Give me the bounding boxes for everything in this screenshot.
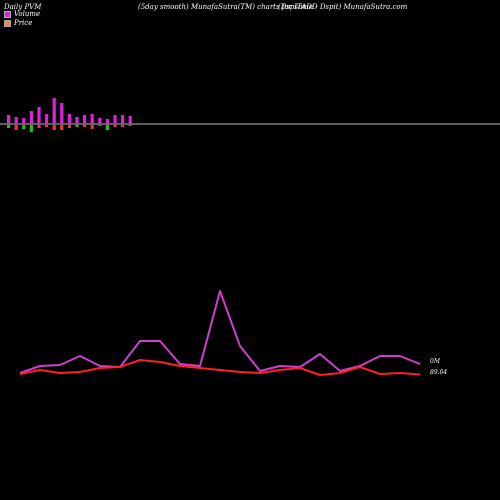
volume-bar-up [29, 111, 33, 124]
volume-bar-down [7, 125, 11, 128]
volume-bar-up [105, 119, 109, 124]
site-label: (Dspsome - Dspit) MunafaSutra.com [278, 3, 408, 11]
volume-bar-down [121, 125, 125, 127]
volume-bar-up [128, 116, 132, 124]
volume-bar-down [45, 125, 49, 127]
volume-bar-up [37, 107, 41, 124]
volume-bar-down [105, 125, 109, 130]
legend-volume-label: Volume [14, 10, 41, 18]
volume-bar-down [52, 125, 56, 130]
volume-bar-down [113, 125, 117, 127]
volume-bar-up [45, 114, 49, 124]
volume-line [19, 290, 421, 374]
volume-value-label: 0M [430, 358, 440, 365]
volume-swatch [4, 11, 11, 18]
volume-bar-down [29, 125, 33, 132]
volume-bar-down [90, 125, 94, 129]
volume-bar-down [83, 125, 87, 127]
volume-bar-up [52, 98, 56, 124]
volume-bar-down [98, 125, 102, 126]
legend: Volume Price [4, 10, 40, 28]
legend-price: Price [4, 19, 40, 28]
volume-bar-up [121, 115, 125, 124]
volume-bar-up [14, 117, 18, 124]
price-value-label: 89.64 [430, 369, 448, 376]
volume-bar-down [67, 125, 71, 128]
legend-price-label: Price [14, 19, 33, 27]
volume-bar-up [67, 114, 71, 124]
volume-bar-down [75, 125, 79, 127]
volume-bar-down [128, 125, 132, 126]
volume-bar-up [22, 118, 26, 124]
volume-bar-up [90, 114, 94, 124]
legend-volume: Volume [4, 10, 40, 19]
chart-title: (5day smooth) MunafaSutra(TM) charts for… [138, 3, 318, 11]
volume-bar-down [60, 125, 64, 130]
volume-bar-up [83, 115, 87, 124]
volume-bar-up [98, 118, 102, 124]
chart-label-left: Daily PVM [4, 3, 42, 11]
price-swatch [4, 20, 11, 27]
volume-bar-up [113, 115, 117, 124]
volume-bar-up [60, 103, 64, 124]
price-line [19, 359, 421, 376]
volume-bar-down [14, 125, 18, 130]
volume-bar-up [7, 115, 11, 124]
volume-bar-down [37, 125, 41, 128]
volume-bar-down [22, 125, 26, 129]
volume-bar-up [75, 117, 79, 124]
